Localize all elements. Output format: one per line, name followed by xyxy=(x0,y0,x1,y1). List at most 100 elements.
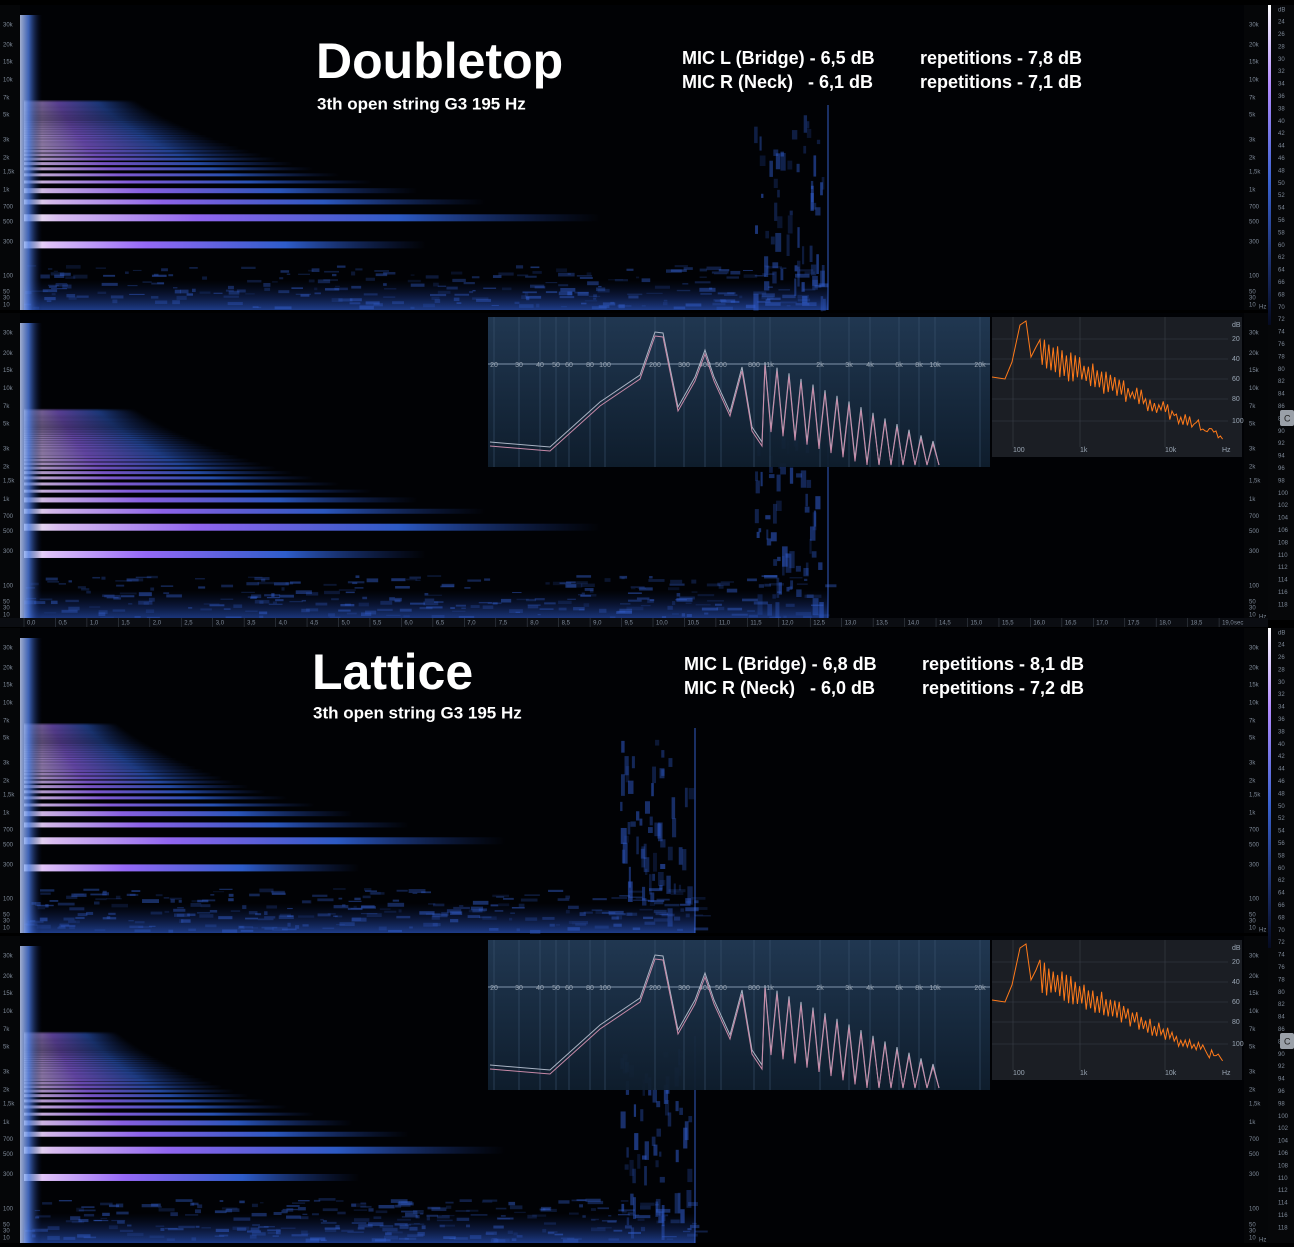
noise xyxy=(287,907,293,910)
noise xyxy=(108,1204,119,1208)
freq-tick-label: 1k xyxy=(1249,811,1256,817)
noise xyxy=(455,604,466,607)
freq-tick-label: 3k xyxy=(1249,761,1256,767)
noise xyxy=(770,532,777,542)
noise xyxy=(45,904,49,908)
noise xyxy=(323,583,337,586)
noise xyxy=(543,1222,557,1225)
noise xyxy=(341,1229,354,1232)
noise xyxy=(242,905,247,910)
noise xyxy=(812,598,819,616)
side-button[interactable] xyxy=(1280,410,1294,426)
noise xyxy=(210,894,215,896)
noise xyxy=(351,1222,367,1224)
time-tick-label: 4,5 xyxy=(310,621,319,627)
noise xyxy=(811,604,824,607)
noise xyxy=(384,910,397,913)
noise xyxy=(151,282,165,285)
harmonic xyxy=(24,427,172,431)
noise xyxy=(521,295,527,299)
noise xyxy=(673,883,676,895)
noise xyxy=(278,915,294,920)
noise xyxy=(150,911,163,915)
eq-tick-label: 10k xyxy=(929,362,941,369)
db-tick-label: 94 xyxy=(1278,1077,1285,1083)
noise xyxy=(410,602,426,605)
noise xyxy=(373,303,383,307)
noise xyxy=(398,1201,413,1205)
noise xyxy=(593,298,597,300)
freq-tick-label: 20k xyxy=(1249,974,1260,980)
noise xyxy=(647,827,653,834)
noise xyxy=(542,1228,547,1233)
noise xyxy=(641,1155,647,1160)
harmonic xyxy=(24,437,192,441)
noise xyxy=(809,526,816,541)
analyzer-y-label: 80 xyxy=(1232,1019,1240,1026)
noise xyxy=(115,1203,124,1208)
noise-floor xyxy=(24,903,695,933)
harmonic xyxy=(24,130,197,134)
noise xyxy=(203,603,220,605)
noise xyxy=(575,923,587,926)
noise xyxy=(409,1226,418,1231)
analyzer-y-label: dB xyxy=(1232,945,1241,952)
noise xyxy=(106,898,122,900)
side-button[interactable] xyxy=(1280,1033,1294,1049)
noise xyxy=(624,756,629,776)
db-bar xyxy=(1268,5,1271,325)
noise xyxy=(434,601,444,603)
noise xyxy=(358,1224,373,1228)
noise xyxy=(618,304,625,309)
noise xyxy=(633,1197,636,1219)
noise xyxy=(796,589,802,597)
noise xyxy=(405,1212,418,1217)
freq-tick-label: 30k xyxy=(3,23,14,29)
db-tick-label: 108 xyxy=(1278,540,1289,546)
freq-tick-label: 1k xyxy=(1249,1120,1256,1126)
noise xyxy=(275,1230,281,1235)
noise xyxy=(347,1231,364,1233)
noise xyxy=(686,1190,692,1208)
noise xyxy=(177,907,184,909)
freq-tick-label: 10k xyxy=(1249,701,1260,707)
noise xyxy=(174,289,182,294)
noise xyxy=(558,272,575,277)
noise xyxy=(630,821,636,827)
noise xyxy=(644,801,650,814)
noise xyxy=(634,1133,639,1151)
noise xyxy=(542,916,555,920)
noise xyxy=(520,898,538,902)
noise xyxy=(191,1237,197,1241)
noise xyxy=(756,531,760,538)
noise xyxy=(191,1202,199,1206)
noise xyxy=(680,908,685,912)
noise xyxy=(579,276,593,279)
noise xyxy=(694,927,709,931)
noise xyxy=(335,1225,340,1229)
freq-tick-label: 100 xyxy=(3,897,14,903)
noise xyxy=(507,1230,513,1234)
noise xyxy=(424,598,435,602)
noise xyxy=(620,774,625,796)
noise xyxy=(500,1215,506,1217)
noise xyxy=(370,892,385,895)
noise xyxy=(401,1201,411,1203)
noise xyxy=(360,913,378,915)
noise xyxy=(590,1227,606,1232)
noise xyxy=(589,589,594,593)
noise xyxy=(577,292,589,296)
noise xyxy=(773,559,778,566)
noise xyxy=(452,278,466,283)
noise xyxy=(522,291,537,294)
noise xyxy=(446,286,458,290)
noise xyxy=(597,1207,610,1210)
noise xyxy=(168,274,174,277)
noise xyxy=(761,193,764,198)
noise xyxy=(191,900,204,903)
freq-unit: Hz xyxy=(1259,1238,1266,1244)
noise xyxy=(661,1236,677,1238)
noise xyxy=(786,586,790,592)
noise xyxy=(264,287,271,291)
noise xyxy=(802,302,817,307)
